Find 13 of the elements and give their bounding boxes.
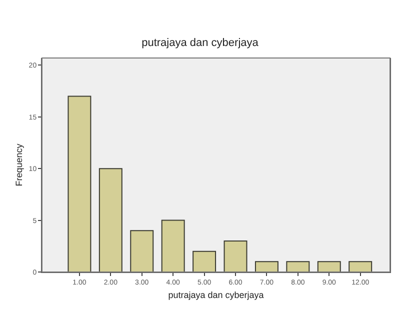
bar	[348, 261, 372, 272]
bar	[254, 261, 278, 272]
bar	[286, 261, 310, 272]
bar	[317, 261, 341, 272]
bar	[130, 230, 154, 272]
y-axis-title: Frequency	[14, 143, 24, 186]
bar	[68, 96, 92, 272]
bar	[161, 220, 185, 272]
bar	[224, 240, 248, 272]
bar	[98, 168, 122, 272]
x-axis-title: putrajaya dan cyberjaya	[168, 290, 264, 300]
chart-title: putrajaya dan cyberjaya	[142, 37, 260, 50]
bar	[192, 250, 216, 272]
